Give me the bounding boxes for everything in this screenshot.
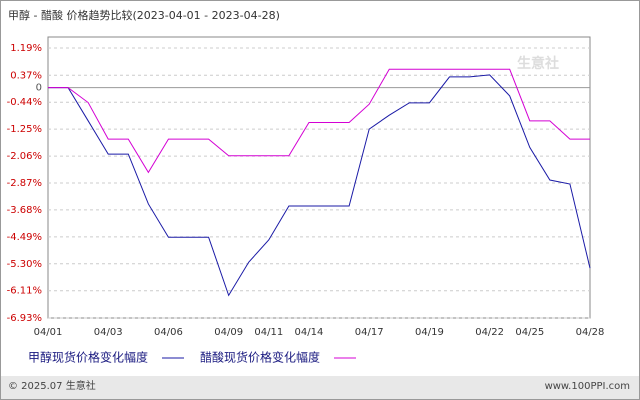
- legend-label: 甲醇现货价格变化幅度: [28, 350, 148, 365]
- footer-bar: [1, 376, 639, 399]
- x-tick-label: 04/06: [154, 327, 183, 338]
- x-tick-label: 04/09: [214, 327, 243, 338]
- x-tick-label: 04/03: [94, 327, 123, 338]
- y-tick-label: 0.37%: [10, 70, 42, 81]
- x-tick-label: 04/28: [576, 327, 605, 338]
- x-tick-label: 04/22: [475, 327, 504, 338]
- series-line: [48, 74, 591, 297]
- y-tick-label: -6.11%: [7, 286, 42, 297]
- x-tick-label: 04/01: [34, 327, 63, 338]
- x-tick-label: 04/11: [254, 327, 283, 338]
- y-tick-label: 0: [36, 83, 42, 94]
- y-tick-label: -5.30%: [7, 259, 42, 270]
- footer-left: © 2025.07 生意社: [8, 379, 96, 392]
- x-tick-label: 04/19: [415, 327, 444, 338]
- y-tick-label: -3.68%: [7, 205, 42, 216]
- series-line: [48, 68, 590, 174]
- y-tick-label: -4.49%: [7, 232, 42, 243]
- footer-right: www.100PPI.com: [545, 381, 630, 392]
- chart-title: 甲醇 - 醋酸 价格趋势比较(2023-04-01 - 2023-04-28): [8, 8, 280, 22]
- y-tick-label: -0.44%: [7, 97, 42, 108]
- y-tick-label: -1.25%: [7, 124, 42, 135]
- x-tick-label: 04/25: [515, 327, 544, 338]
- y-tick-label: -2.06%: [7, 151, 42, 162]
- x-tick-label: 04/14: [295, 327, 324, 338]
- x-tick-label: 04/17: [355, 327, 384, 338]
- y-tick-label: -6.93%: [7, 313, 42, 324]
- watermark: 生意社: [517, 55, 559, 72]
- y-tick-label: -2.87%: [7, 178, 42, 189]
- legend-label: 醋酸现货价格变化幅度: [200, 350, 320, 365]
- y-tick-label: 1.19%: [10, 43, 42, 54]
